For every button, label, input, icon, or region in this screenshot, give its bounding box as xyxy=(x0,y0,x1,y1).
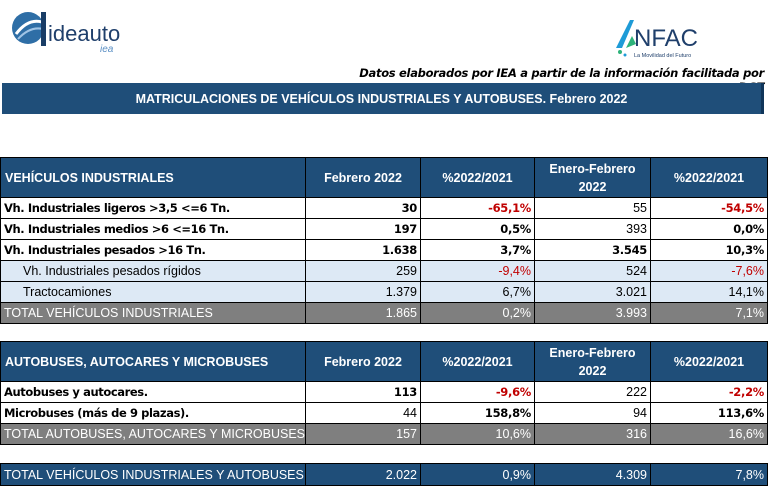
cell-pct-ytd: 7,1% xyxy=(650,302,768,324)
cell-pct-february: 0,9% xyxy=(420,463,535,486)
column-header-pct-february: %2022/2021 xyxy=(420,157,535,198)
cell-pct-ytd: -7,6% xyxy=(650,260,768,282)
anfac-logo: NFAC La Movilidad del Futuro xyxy=(612,16,742,60)
anfac-wordmark: NFAC xyxy=(634,25,698,52)
cell-ytd: 3.021 xyxy=(534,281,651,303)
column-header-ytd: Enero-Febrero 2022 xyxy=(534,157,651,198)
column-header-pct-ytd: %2022/2021 xyxy=(650,341,768,382)
cell-ytd: 393 xyxy=(534,218,651,240)
cell-february: 197 xyxy=(305,218,421,240)
cell-pct-february: 3,7% xyxy=(420,239,535,261)
cell-pct-february: -9,6% xyxy=(420,381,535,403)
table-row: Vh. Industriales pesados >16 Tn. 1.638 3… xyxy=(0,239,768,261)
table-row: Tractocamiones 1.379 6,7% 3.021 14,1% xyxy=(0,281,768,303)
table-header-row: AUTOBUSES, AUTOCARES Y MICROBUSES Febrer… xyxy=(0,341,768,382)
buses-table: AUTOBUSES, AUTOCARES Y MICROBUSES Febrer… xyxy=(0,341,768,445)
cell-ytd: 3.545 xyxy=(534,239,651,261)
cell-february: 1.638 xyxy=(305,239,421,261)
anfac-tagline: La Movilidad del Futuro xyxy=(634,53,691,59)
cell-pct-ytd: 7,8% xyxy=(650,463,768,486)
cell-pct-ytd: 0,0% xyxy=(650,218,768,240)
cell-ytd: 316 xyxy=(534,423,651,445)
cell-pct-february: -9,4% xyxy=(420,260,535,282)
report-title: MATRICULACIONES DE VEHÍCULOS INDUSTRIALE… xyxy=(2,83,764,114)
cell-ytd: 3.993 xyxy=(534,302,651,324)
table-total-row: TOTAL AUTOBUSES, AUTOCARES Y MICROBUSES … xyxy=(0,423,768,445)
cell-pct-ytd: 16,6% xyxy=(650,423,768,445)
cell-february: 2.022 xyxy=(305,463,421,486)
cell-pct-february: 6,7% xyxy=(420,281,535,303)
table-row: Vh. Industriales pesados rígidos 259 -9,… xyxy=(0,260,768,282)
cell-pct-ytd: -2,2% xyxy=(650,381,768,403)
column-header-february: Febrero 2022 xyxy=(305,157,421,198)
cell-february: 1.379 xyxy=(305,281,421,303)
cell-february: 44 xyxy=(305,402,421,424)
cell-february: 157 xyxy=(305,423,421,445)
row-label: TOTAL VEHÍCULOS INDUSTRIALES xyxy=(0,302,306,324)
cell-february: 113 xyxy=(305,381,421,403)
ideauto-wordmark: ideauto xyxy=(48,21,120,46)
row-label: Vh. Industriales medios >6 <=16 Tn. xyxy=(0,218,306,240)
ideauto-tagline: iea xyxy=(100,44,114,54)
row-label: Microbuses (más de 9 plazas). xyxy=(0,402,306,424)
cell-pct-ytd: -54,5% xyxy=(650,197,768,219)
grand-total-table: TOTAL VEHÍCULOS INDUSTRIALES Y AUTOBUSES… xyxy=(0,463,768,486)
cell-february: 30 xyxy=(305,197,421,219)
industrial-vehicles-table: VEHÍCULOS INDUSTRIALES Febrero 2022 %202… xyxy=(0,157,768,324)
table-row: Autobuses y autocares. 113 -9,6% 222 -2,… xyxy=(0,381,768,403)
cell-february: 1.865 xyxy=(305,302,421,324)
cell-pct-ytd: 113,6% xyxy=(650,402,768,424)
row-label: TOTAL VEHÍCULOS INDUSTRIALES Y AUTOBUSES xyxy=(0,463,306,486)
cell-pct-february: 158,8% xyxy=(420,402,535,424)
cell-ytd: 222 xyxy=(534,381,651,403)
column-header-category: VEHÍCULOS INDUSTRIALES xyxy=(0,157,306,198)
row-label: Vh. Industriales pesados >16 Tn. xyxy=(0,239,306,261)
cell-february: 259 xyxy=(305,260,421,282)
row-label: Autobuses y autocares. xyxy=(0,381,306,403)
row-label: Vh. Industriales ligeros >3,5 <=6 Tn. xyxy=(0,197,306,219)
cell-ytd: 94 xyxy=(534,402,651,424)
cell-pct-ytd: 10,3% xyxy=(650,239,768,261)
row-label: Vh. Industriales pesados rígidos xyxy=(0,260,306,282)
ideauto-logo: ideauto iea xyxy=(8,8,138,55)
column-header-pct-february: %2022/2021 xyxy=(420,341,535,382)
table-row: Microbuses (más de 9 plazas). 44 158,8% … xyxy=(0,402,768,424)
cell-pct-february: -65,1% xyxy=(420,197,535,219)
table-total-row: TOTAL VEHÍCULOS INDUSTRIALES 1.865 0,2% … xyxy=(0,302,768,324)
column-header-february: Febrero 2022 xyxy=(305,341,421,382)
table-row: Vh. Industriales medios >6 <=16 Tn. 197 … xyxy=(0,218,768,240)
cell-ytd: 4.309 xyxy=(534,463,651,486)
cell-ytd: 55 xyxy=(534,197,651,219)
grand-total-row: TOTAL VEHÍCULOS INDUSTRIALES Y AUTOBUSES… xyxy=(0,463,768,486)
row-label: TOTAL AUTOBUSES, AUTOCARES Y MICROBUSES xyxy=(0,423,306,445)
cell-pct-february: 0,5% xyxy=(420,218,535,240)
column-header-ytd: Enero-Febrero 2022 xyxy=(534,341,651,382)
row-label: Tractocamiones xyxy=(0,281,306,303)
table-row: Vh. Industriales ligeros >3,5 <=6 Tn. 30… xyxy=(0,197,768,219)
cell-pct-ytd: 14,1% xyxy=(650,281,768,303)
column-header-category: AUTOBUSES, AUTOCARES Y MICROBUSES xyxy=(0,341,306,382)
column-header-pct-ytd: %2022/2021 xyxy=(650,157,768,198)
cell-pct-february: 0,2% xyxy=(420,302,535,324)
cell-pct-february: 10,6% xyxy=(420,423,535,445)
cell-ytd: 524 xyxy=(534,260,651,282)
table-header-row: VEHÍCULOS INDUSTRIALES Febrero 2022 %202… xyxy=(0,157,768,198)
